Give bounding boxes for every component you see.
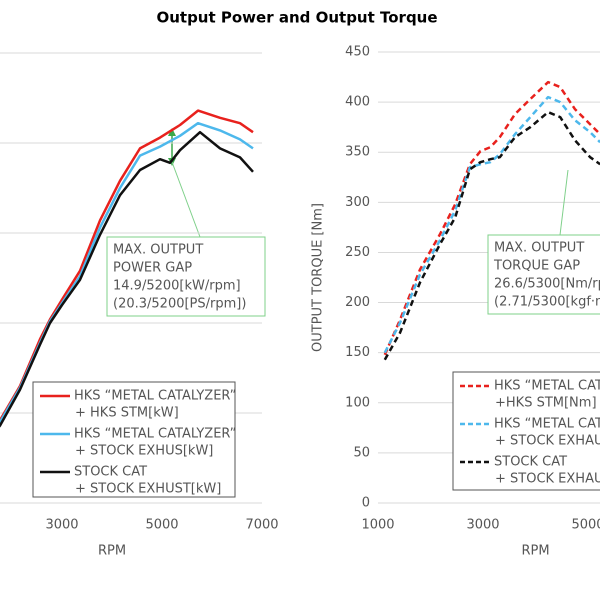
- y-tick-label: 100: [345, 395, 370, 410]
- y-tick-label: 450: [345, 45, 370, 60]
- x-axis-label: RPM: [521, 544, 549, 559]
- annotation-leader: [171, 161, 201, 238]
- legend-label: HKS “METAL CATALYZER”: [494, 379, 600, 394]
- y-tick-label: 200: [345, 295, 370, 310]
- gap-arrow-head: [168, 128, 176, 136]
- y-tick-label: 400: [345, 95, 370, 110]
- y-axis-label: OUTPUT TORQUE [Nm]: [311, 203, 326, 352]
- y-tick-label: 0: [362, 496, 370, 511]
- annotation-text: 26.6/5300[Nm/rpm]: [494, 277, 600, 292]
- annotation-box: [106, 236, 266, 317]
- x-tick-label: 3000: [466, 518, 499, 533]
- legend-label: + STOCK EXHUS[kW]: [75, 444, 213, 459]
- y-tick-label: 250: [345, 245, 370, 260]
- annotation-text: MAX. OUTPUT: [113, 243, 203, 258]
- series-line: [0, 130, 254, 428]
- annotation-text: (20.3/5200[PS/rpm]): [113, 297, 246, 312]
- annotation-text: MAX. OUTPUT: [494, 241, 584, 256]
- series-line: [383, 95, 600, 354]
- legend-label: +HKS STM[Nm]: [495, 396, 597, 411]
- legend-label: HKS “METAL CATALYZER”: [494, 417, 600, 432]
- legend-label: STOCK CAT: [74, 465, 147, 480]
- legend-label: HKS “METAL CATALYZER”: [74, 427, 236, 442]
- legend-box: [32, 381, 236, 498]
- legend-box: [452, 371, 600, 491]
- y-tick-label: 350: [345, 145, 370, 160]
- legend-label: + STOCK EXHUST[kW]: [75, 482, 221, 497]
- annotation-box: [487, 234, 600, 315]
- x-axis-label: RPM: [98, 544, 126, 559]
- x-tick-label: 5000: [145, 518, 178, 533]
- y-tick-label: 150: [345, 345, 370, 360]
- legend-label: + HKS STM[kW]: [75, 406, 179, 421]
- y-tick-label: 50: [353, 445, 370, 460]
- annotation-text: (2.71/5300[kgf·m/rpm]): [494, 295, 600, 310]
- x-tick-label: 5000: [571, 518, 600, 533]
- x-tick-label: 3000: [45, 518, 78, 533]
- legend-label: HKS “METAL CATALYZER”: [74, 389, 236, 404]
- y-tick-label: 300: [345, 195, 370, 210]
- series-line: [383, 80, 600, 356]
- annotation-text: 14.9/5200[kW/rpm]: [113, 279, 241, 294]
- annotation-text: POWER GAP: [113, 261, 192, 276]
- x-tick-label: 1000: [361, 518, 394, 533]
- legend-label: STOCK CAT: [494, 455, 567, 470]
- annotation-text: TORQUE GAP: [493, 259, 580, 274]
- chart-title: Output Power and Output Torque: [156, 9, 437, 27]
- series-line: [383, 110, 600, 361]
- x-tick-label: 7000: [245, 518, 278, 533]
- annotation-leader: [559, 169, 569, 236]
